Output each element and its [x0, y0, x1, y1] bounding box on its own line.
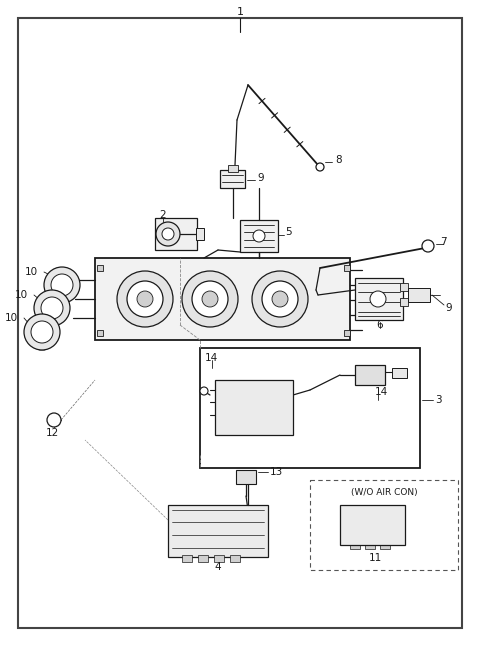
- Bar: [236, 470, 256, 484]
- Bar: [380, 543, 390, 549]
- Text: 14: 14: [205, 353, 218, 363]
- Text: 14: 14: [375, 387, 388, 397]
- Polygon shape: [57, 295, 67, 303]
- Circle shape: [253, 230, 265, 242]
- Circle shape: [34, 290, 70, 326]
- Circle shape: [117, 271, 173, 327]
- Bar: [344, 330, 350, 336]
- Bar: [392, 368, 407, 378]
- Text: 8: 8: [335, 155, 342, 165]
- Bar: [198, 555, 208, 562]
- Circle shape: [44, 267, 80, 303]
- Circle shape: [422, 240, 434, 252]
- Bar: [344, 265, 350, 271]
- Circle shape: [41, 297, 63, 319]
- Circle shape: [316, 163, 324, 171]
- Text: 9: 9: [445, 303, 452, 313]
- Circle shape: [127, 281, 163, 317]
- Text: 6: 6: [377, 320, 384, 330]
- Text: 13: 13: [270, 467, 283, 477]
- Text: 12: 12: [46, 428, 59, 438]
- Bar: [200, 348, 420, 468]
- Bar: [97, 330, 103, 336]
- Bar: [228, 165, 238, 172]
- Text: 9: 9: [257, 173, 264, 183]
- Circle shape: [162, 228, 174, 240]
- Bar: [230, 555, 240, 562]
- Circle shape: [156, 222, 180, 246]
- Circle shape: [192, 281, 228, 317]
- Polygon shape: [37, 342, 47, 350]
- Text: 5: 5: [285, 227, 292, 237]
- Circle shape: [272, 291, 288, 307]
- Text: 11: 11: [368, 553, 382, 563]
- Circle shape: [182, 271, 238, 327]
- Circle shape: [31, 321, 53, 343]
- Text: 10: 10: [15, 290, 28, 300]
- Circle shape: [370, 291, 386, 307]
- Text: 1: 1: [237, 7, 243, 17]
- Bar: [220, 170, 245, 188]
- Bar: [400, 283, 408, 291]
- Text: (W/O AIR CON): (W/O AIR CON): [351, 489, 417, 497]
- Text: 2: 2: [160, 210, 166, 220]
- Bar: [215, 380, 293, 435]
- Circle shape: [51, 274, 73, 296]
- Bar: [355, 278, 403, 320]
- Bar: [310, 480, 458, 570]
- Bar: [196, 228, 204, 240]
- Bar: [97, 265, 103, 271]
- Text: 3: 3: [435, 395, 442, 405]
- Text: 10: 10: [5, 313, 18, 323]
- Bar: [408, 288, 430, 302]
- Bar: [182, 555, 192, 562]
- Circle shape: [47, 413, 61, 427]
- Bar: [400, 298, 408, 306]
- Bar: [240, 220, 278, 252]
- Bar: [365, 543, 375, 549]
- Text: 10: 10: [25, 267, 38, 277]
- Bar: [340, 505, 405, 545]
- Bar: [350, 543, 360, 549]
- Text: 4: 4: [215, 562, 221, 572]
- Circle shape: [202, 291, 218, 307]
- Circle shape: [137, 291, 153, 307]
- Circle shape: [24, 314, 60, 350]
- Circle shape: [368, 371, 376, 379]
- Polygon shape: [47, 318, 57, 326]
- Bar: [355, 365, 385, 385]
- Bar: [168, 505, 268, 557]
- Bar: [95, 258, 350, 340]
- Bar: [155, 218, 197, 250]
- Bar: [214, 555, 224, 562]
- Text: 7: 7: [440, 237, 446, 247]
- Bar: [85, 255, 360, 455]
- Circle shape: [200, 387, 208, 395]
- Circle shape: [252, 271, 308, 327]
- Circle shape: [262, 281, 298, 317]
